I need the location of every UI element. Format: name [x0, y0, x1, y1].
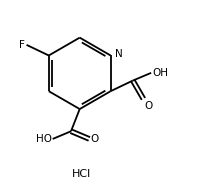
- Text: HCl: HCl: [72, 169, 91, 179]
- Text: OH: OH: [152, 68, 168, 78]
- Text: HO: HO: [36, 134, 52, 144]
- Text: O: O: [90, 134, 98, 144]
- Text: N: N: [115, 49, 123, 59]
- Text: F: F: [19, 40, 25, 50]
- Text: O: O: [144, 101, 152, 111]
